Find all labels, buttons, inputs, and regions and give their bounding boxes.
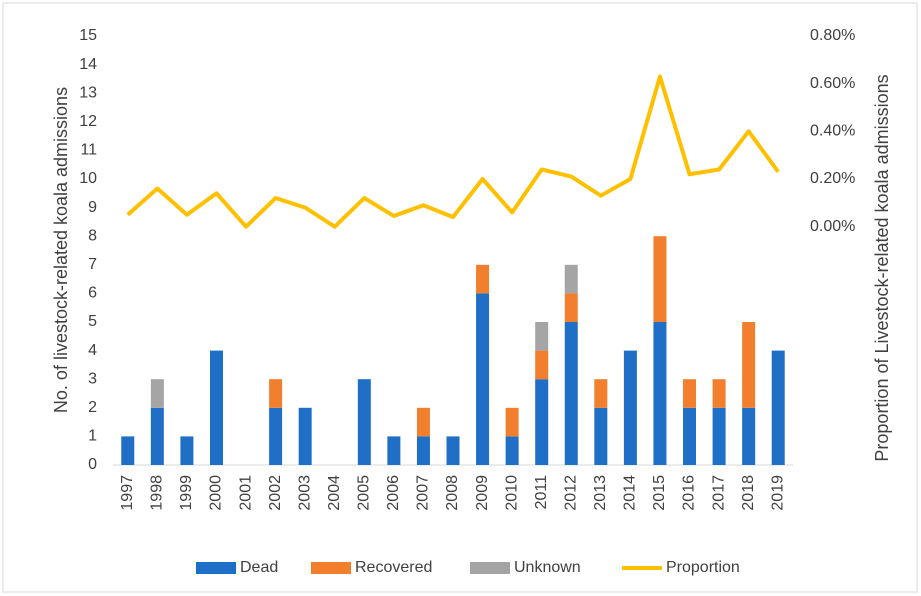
y-tick-label: 1	[88, 428, 97, 445]
bar-segment	[594, 407, 608, 465]
x-tick-label: 2001	[237, 475, 254, 511]
legend-label: Unknown	[514, 559, 581, 576]
x-tick-label: 2005	[356, 475, 373, 511]
x-tick-label: 1999	[178, 475, 195, 511]
x-tick-label: 2008	[444, 475, 461, 511]
bar-segment	[121, 436, 135, 465]
bar-segment	[683, 379, 697, 408]
y2-tick-label: 0.40%	[810, 123, 855, 140]
x-tick-label: 2018	[740, 475, 757, 511]
y2-tick-label: 0.20%	[810, 170, 855, 187]
legend-swatch	[470, 562, 510, 574]
y-tick-label: 10	[79, 170, 97, 187]
bar-segment	[298, 407, 312, 465]
bar-segment	[623, 350, 637, 465]
bar-segment	[269, 407, 283, 465]
bar-segment	[712, 407, 726, 465]
x-tick-label: 2010	[503, 475, 520, 511]
y-tick-label: 0	[88, 456, 97, 473]
y-tick-label: 8	[88, 227, 97, 244]
y-tick-label: 2	[88, 399, 97, 416]
y2-tick-label: 0.80%	[810, 27, 855, 44]
bar-segment	[476, 293, 490, 465]
bar-segment	[416, 407, 430, 437]
x-tick-label: 2007	[415, 475, 432, 511]
bar-segment	[416, 436, 430, 465]
legend-label: Recovered	[355, 559, 432, 576]
x-tick-label: 2009	[474, 475, 491, 511]
x-tick-label: 2014	[622, 475, 639, 511]
legend-label: Dead	[240, 559, 278, 576]
y-tick-label: 9	[88, 199, 97, 216]
x-tick-label: 2000	[208, 475, 225, 511]
x-tick-label: 1998	[149, 475, 166, 511]
bar-segment	[387, 436, 401, 465]
bar-segment	[712, 379, 726, 408]
bar-segment	[150, 407, 164, 465]
bar-segment	[535, 350, 549, 380]
legend-swatch	[311, 562, 351, 574]
y-tick-label: 7	[88, 256, 97, 273]
legend-label: Proportion	[666, 559, 740, 576]
x-tick-label: 2006	[385, 475, 402, 511]
y-tick-label: 13	[79, 84, 97, 101]
y-axis-label: No. of livestock-related koala admission…	[51, 87, 71, 413]
bar-segment	[742, 407, 756, 465]
bar-segment	[683, 407, 697, 465]
bar-segment	[505, 407, 519, 437]
y-tick-label: 5	[88, 313, 97, 330]
y2-tick-label: 0.60%	[810, 75, 855, 92]
legend-swatch	[196, 562, 236, 574]
bar-segment	[742, 322, 756, 408]
x-tick-label: 2012	[562, 475, 579, 511]
bar-segment	[564, 264, 578, 294]
y2-axis-label: Proportion of Livestock-related koala ad…	[872, 74, 892, 461]
x-tick-label: 2019	[769, 475, 786, 511]
x-tick-label: 2015	[651, 475, 668, 511]
y-tick-label: 14	[79, 56, 97, 73]
y-tick-label: 3	[88, 370, 97, 387]
x-tick-label: 2016	[681, 475, 698, 511]
x-tick-label: 1997	[119, 475, 136, 511]
proportion-line	[126, 74, 780, 229]
bar-segment	[535, 379, 549, 465]
bar-segment	[476, 264, 490, 294]
x-tick-label: 2017	[710, 475, 727, 511]
x-tick-label: 2011	[533, 475, 550, 510]
bar-segment	[446, 436, 460, 465]
y-tick-label: 6	[88, 285, 97, 302]
bar-segment	[150, 379, 164, 408]
bar-segment	[653, 236, 667, 322]
bar-segment	[535, 322, 549, 351]
bar-segment	[209, 350, 223, 465]
y-tick-label: 15	[79, 27, 97, 44]
x-tick-label: 2003	[296, 475, 313, 511]
x-tick-label: 2002	[267, 475, 284, 511]
bar-segment	[594, 379, 608, 408]
bar-segment	[564, 322, 578, 465]
y-tick-label: 12	[79, 113, 97, 130]
bar-segment	[771, 350, 785, 465]
x-tick-label: 2004	[326, 475, 343, 511]
bar-segment	[269, 379, 283, 408]
bar-segment	[180, 436, 194, 465]
bar-segment	[653, 322, 667, 465]
bar-segment	[564, 293, 578, 322]
y-tick-label: 11	[80, 142, 97, 159]
bar-segment	[357, 379, 371, 465]
y-tick-label: 4	[88, 342, 97, 359]
x-tick-label: 2013	[592, 475, 609, 511]
bar-segment	[505, 436, 519, 465]
y2-tick-label: 0.00%	[810, 218, 855, 235]
